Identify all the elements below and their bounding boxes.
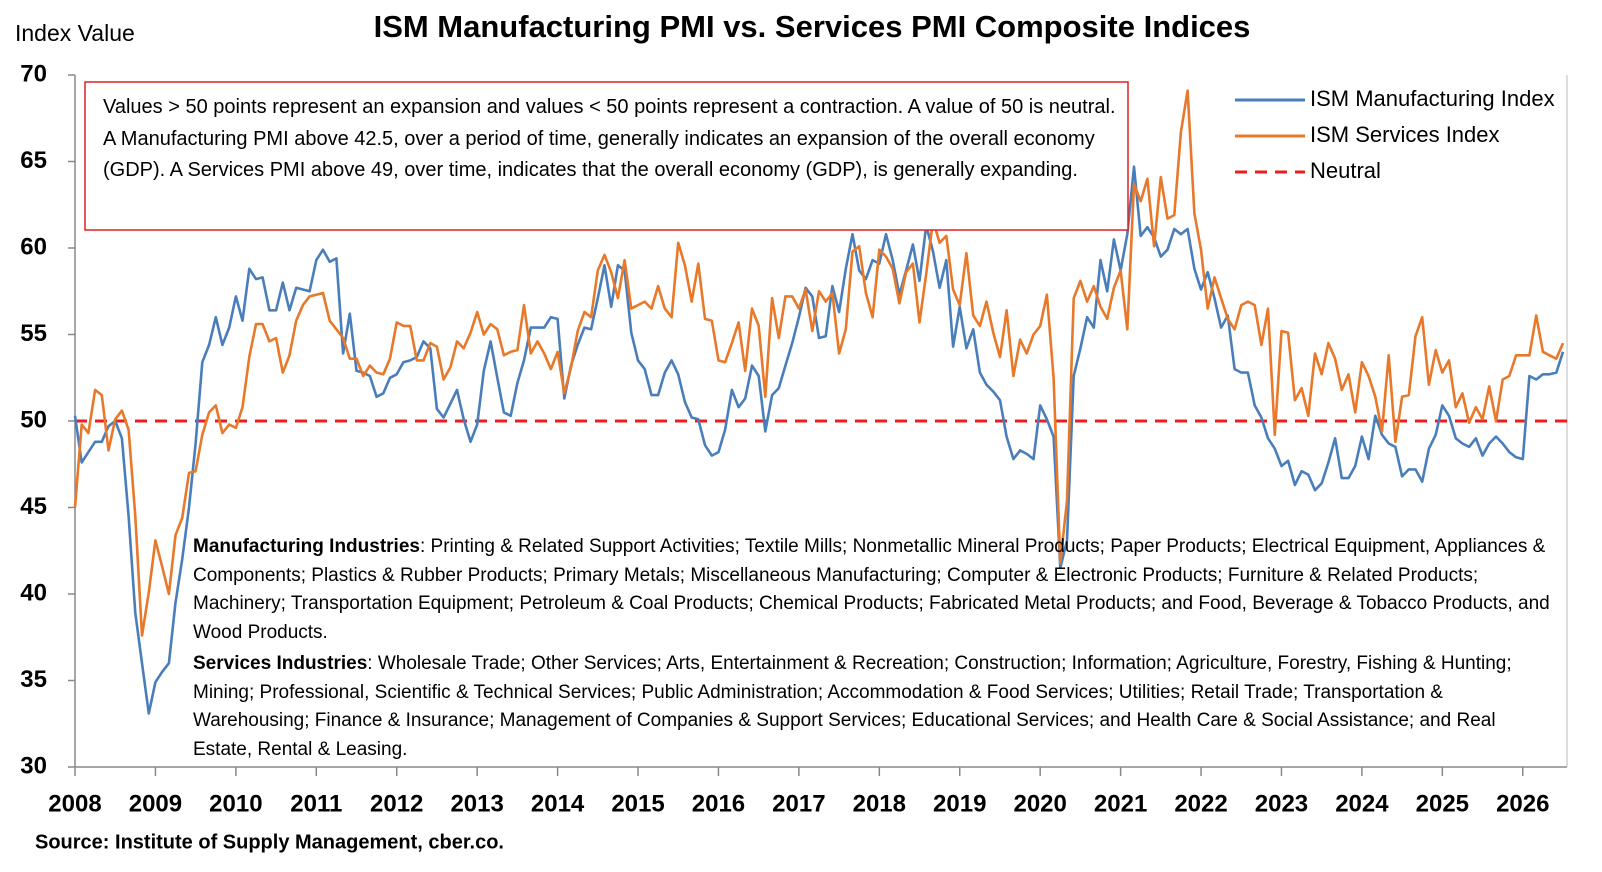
note-label: Services Industries	[193, 653, 368, 674]
x-tick-label: 2018	[853, 790, 906, 817]
legend-label: Neutral	[1310, 158, 1381, 183]
x-tick-label: 2011	[290, 790, 342, 817]
x-tick-label: 2012	[370, 790, 423, 817]
y-axis-label: Index Value	[15, 20, 135, 46]
x-tick-label: 2017	[772, 790, 825, 817]
series-line	[73, 165, 1565, 715]
notes: Manufacturing Industries: Printing & Rel…	[193, 533, 1558, 767]
x-tick-label: 2024	[1335, 790, 1389, 817]
y-tick-label: 40	[20, 579, 47, 606]
annotation-box	[84, 81, 1129, 231]
y-tick-label: 65	[20, 147, 47, 174]
x-tick-label: 2016	[692, 790, 745, 817]
source: Source: Institute of Supply Management, …	[35, 831, 504, 853]
x-tick-label: 2020	[1013, 790, 1066, 817]
note: Services Industries: Wholesale Trade; Ot…	[193, 650, 1558, 764]
x-tick-label: 2025	[1416, 790, 1469, 817]
x-tick-label: 2021	[1094, 790, 1147, 817]
x-tick-label: 2014	[531, 790, 585, 817]
note-label: Manufacturing Industries	[193, 536, 420, 557]
note-text: : Printing & Related Support Activities;…	[193, 536, 1550, 643]
x-tick-label: 2013	[450, 790, 503, 817]
x-tick-label: 2022	[1174, 790, 1227, 817]
x-tick-label: 2015	[611, 790, 664, 817]
x-tick-label: 2008	[48, 790, 101, 817]
x-tick-label: 2026	[1496, 790, 1549, 817]
legend-label: ISM Manufacturing Index	[1310, 86, 1555, 111]
x-tick-label: 2010	[209, 790, 262, 817]
y-tick-label: 35	[20, 666, 47, 693]
y-tick-label: 60	[20, 233, 47, 260]
y-tick-label: 45	[20, 493, 47, 520]
y-tick-label: 30	[20, 752, 47, 779]
x-tick-label: 2023	[1255, 790, 1308, 817]
chart-title: ISM Manufacturing PMI vs. Services PMI C…	[374, 9, 1251, 44]
legend-label: ISM Services Index	[1310, 122, 1500, 147]
note-text: : Wholesale Trade; Other Services; Arts,…	[193, 653, 1512, 760]
x-tick-label: 2009	[129, 790, 182, 817]
series-line	[73, 89, 1565, 637]
annotation: Values > 50 points represent an expansio…	[103, 96, 1116, 181]
note: Manufacturing Industries: Printing & Rel…	[193, 533, 1558, 647]
x-tick-label: 2019	[933, 790, 986, 817]
y-tick-label: 55	[20, 320, 47, 347]
y-tick-label: 50	[20, 406, 47, 433]
y-tick-label: 70	[20, 60, 47, 87]
